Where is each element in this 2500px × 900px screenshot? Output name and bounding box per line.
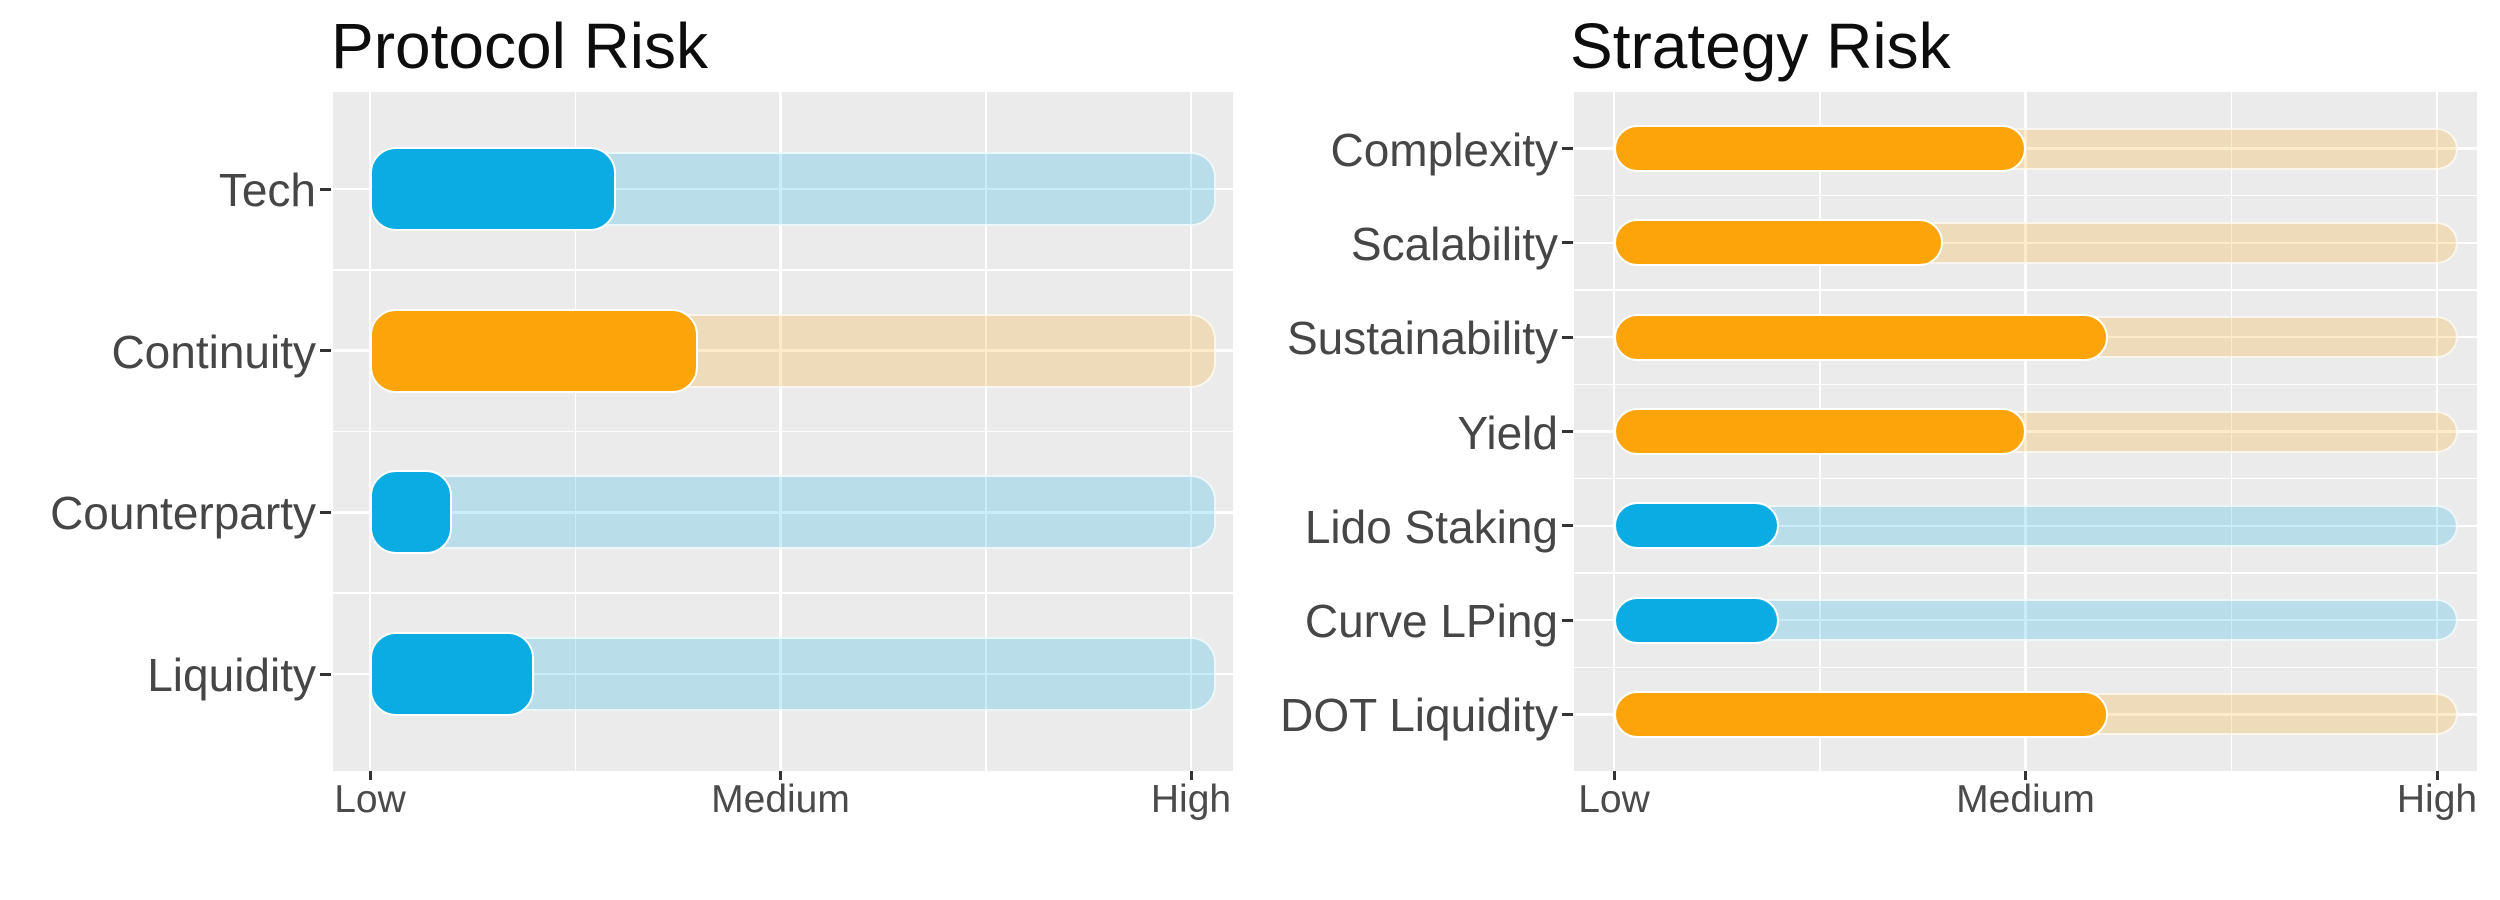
x-axis-label: High xyxy=(2396,778,2478,821)
y-axis-tick-mark xyxy=(1562,335,1573,339)
y-axis-label: Tech xyxy=(218,164,316,216)
protocol-risk-panel xyxy=(333,92,1233,771)
risk-bar xyxy=(370,632,535,716)
risk-bar xyxy=(370,308,699,393)
minor-horizontal-gridline xyxy=(1574,572,2477,574)
risk-bar xyxy=(1614,408,2026,455)
major-horizontal-gridline xyxy=(1574,147,2477,150)
y-axis-label: Scalability xyxy=(1350,217,1558,270)
minor-horizontal-gridline xyxy=(333,592,1233,594)
y-axis-tick-mark xyxy=(1562,712,1573,716)
risk-bar xyxy=(1614,502,1779,550)
major-horizontal-gridline xyxy=(1574,430,2477,433)
y-axis-tick-mark xyxy=(320,672,331,676)
risk-bar xyxy=(370,147,617,231)
y-axis-label: Sustainability xyxy=(1286,312,1558,365)
major-horizontal-gridline xyxy=(333,187,1233,191)
y-axis-label: Yield xyxy=(1457,406,1558,459)
risk-bar xyxy=(1614,125,2026,173)
y-axis-label: Counterparty xyxy=(50,487,316,540)
y-axis-label: Lido Staking xyxy=(1304,500,1558,553)
y-axis-tick-mark xyxy=(320,187,331,191)
minor-horizontal-gridline xyxy=(1574,477,2477,480)
x-axis-tick-mark xyxy=(779,771,782,780)
y-axis-label: Complexity xyxy=(1330,123,1558,176)
x-axis-label: High xyxy=(1150,778,1232,821)
minor-horizontal-gridline xyxy=(333,430,1233,433)
y-axis-tick-mark xyxy=(320,349,331,353)
minor-horizontal-gridline xyxy=(333,269,1233,271)
major-horizontal-gridline xyxy=(333,672,1233,676)
risk-bar xyxy=(1614,596,1779,644)
x-axis-label: Low xyxy=(1578,778,1650,821)
risk-track xyxy=(370,475,1216,550)
strategy-risk-panel xyxy=(1574,92,2477,771)
minor-horizontal-gridline xyxy=(1574,289,2477,291)
major-horizontal-gridline xyxy=(333,349,1233,352)
strategy-risk-title: Strategy Risk xyxy=(1570,10,1951,82)
x-axis-tick-mark xyxy=(1612,771,1616,780)
x-axis-tick-mark xyxy=(2024,771,2027,780)
risk-bar xyxy=(370,470,453,555)
protocol-risk-title: Protocol Risk xyxy=(331,10,708,82)
y-axis-tick-mark xyxy=(1562,430,1573,433)
major-horizontal-gridline xyxy=(1574,241,2477,245)
risk-bar xyxy=(1614,690,2108,738)
y-axis-tick-mark xyxy=(1562,618,1573,622)
y-axis-label: Liquidity xyxy=(147,649,316,701)
y-axis-label: Curve LPing xyxy=(1304,595,1558,648)
x-axis-label: Medium xyxy=(1956,778,2095,821)
y-axis-tick-mark xyxy=(320,510,331,514)
x-axis-tick-mark xyxy=(1189,771,1193,780)
y-axis-label: Continuity xyxy=(111,325,316,378)
x-axis-tick-mark xyxy=(368,771,372,780)
minor-horizontal-gridline xyxy=(1574,383,2477,386)
x-axis-label: Low xyxy=(334,778,406,821)
major-horizontal-gridline xyxy=(1574,618,2477,622)
x-axis-tick-mark xyxy=(2435,771,2439,780)
risk-bar xyxy=(1614,219,1944,267)
y-axis-label: DOT Liquidity xyxy=(1280,689,1558,742)
risk-bar xyxy=(1614,313,2108,361)
major-horizontal-gridline xyxy=(1574,524,2477,528)
y-axis-tick-mark xyxy=(1562,147,1573,151)
y-axis-tick-mark xyxy=(1562,241,1573,245)
minor-horizontal-gridline xyxy=(1574,194,2477,197)
minor-horizontal-gridline xyxy=(1574,666,2477,668)
major-horizontal-gridline xyxy=(333,511,1233,514)
y-axis-tick-mark xyxy=(1562,524,1573,528)
x-axis-label: Medium xyxy=(711,778,850,821)
